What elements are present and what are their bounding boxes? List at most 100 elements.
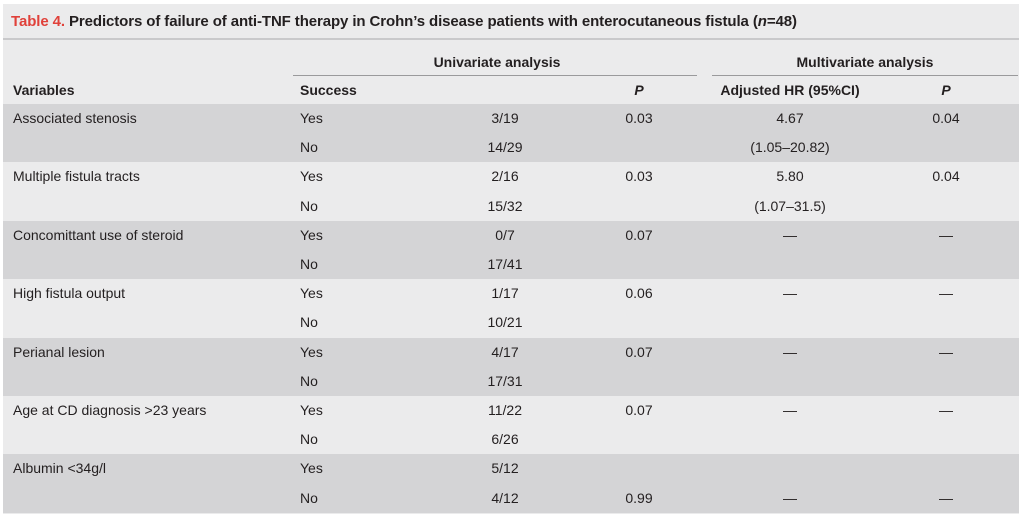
table-row: Associated stenosis Yes 3/19 0.03 4.67 0… xyxy=(3,104,1019,133)
p-univariate-cell xyxy=(589,454,689,483)
ratio-cell: 11/22 xyxy=(488,401,522,418)
table-row-group: Albumin <34g/l Yes 5/12 No 4/12 0.99 — — xyxy=(3,454,1019,513)
variable-cell: Associated stenosis xyxy=(13,110,137,126)
variable-cell: High fistula output xyxy=(13,285,126,302)
table-row: No 14/29 (1.05–20.82) xyxy=(3,133,1019,162)
column-header-success: Success xyxy=(300,82,357,98)
p-univariate-cell xyxy=(589,425,689,454)
table-row-group: Associated stenosis Yes 3/19 0.03 4.67 0… xyxy=(3,104,1019,163)
p-univariate-cell: 0.07 xyxy=(625,343,653,360)
variable-cell: Concomittant use of steroid xyxy=(13,226,184,243)
p-multivariate-cell xyxy=(896,367,996,396)
variable-cell: Age at CD diagnosis >23 years xyxy=(13,401,207,418)
table-title-n: n xyxy=(757,13,767,30)
ratio-cell: 0/7 xyxy=(495,226,515,243)
p-univariate-cell: 0.07 xyxy=(625,226,653,243)
success-cell: Yes xyxy=(300,285,323,302)
adjusted-hr-cell: 5.80 xyxy=(776,168,804,185)
univariate-underline xyxy=(293,75,697,76)
p-multivariate-cell: — xyxy=(939,226,953,243)
success-cell: No xyxy=(300,197,318,214)
p-univariate-cell: 0.03 xyxy=(625,110,653,126)
ratio-cell: 3/19 xyxy=(491,110,519,126)
table-row: No 10/21 xyxy=(3,308,1019,337)
table-panel: Table 4. Predictors of failure of anti-T… xyxy=(3,4,1019,514)
table-row-group: Perianal lesion Yes 4/17 0.07 — — No 17/… xyxy=(3,337,1019,396)
p-univariate-cell xyxy=(589,308,689,337)
table-row: No 17/41 xyxy=(3,250,1019,279)
table-row-group: Concomittant use of steroid Yes 0/7 0.07… xyxy=(3,220,1019,280)
success-cell: Yes xyxy=(300,460,323,477)
ratio-cell: 2/16 xyxy=(491,168,519,185)
adjusted-hr-cell: — xyxy=(783,285,797,302)
ratio-cell: 4/17 xyxy=(491,343,519,360)
table-title-tail: =48) xyxy=(766,13,797,30)
p-multivariate-cell: 0.04 xyxy=(932,110,960,126)
p-univariate-cell: 0.03 xyxy=(625,168,653,185)
p-univariate-cell xyxy=(589,133,689,162)
table-title: Table 4. Predictors of failure of anti-T… xyxy=(3,4,1019,40)
ratio-cell: 15/32 xyxy=(487,197,523,214)
table-body: Associated stenosis Yes 3/19 0.03 4.67 0… xyxy=(3,104,1019,513)
adjusted-hr-cell: (1.05–20.82) xyxy=(750,139,830,156)
table-row-group: Age at CD diagnosis >23 years Yes 11/22 … xyxy=(3,396,1019,454)
p-multivariate-cell xyxy=(896,308,996,337)
adjusted-hr-cell: — xyxy=(783,226,797,243)
success-cell: No xyxy=(300,314,318,331)
adjusted-hr-cell xyxy=(710,367,870,396)
table-row: Albumin <34g/l Yes 5/12 xyxy=(3,454,1019,483)
p-multivariate-cell xyxy=(896,250,996,279)
table-row: No 4/12 0.99 — — xyxy=(3,484,1019,513)
ratio-cell: 14/29 xyxy=(487,139,523,156)
table-row: Perianal lesion Yes 4/17 0.07 — — xyxy=(3,338,1019,367)
p-multivariate-cell: — xyxy=(939,343,953,360)
success-cell: No xyxy=(300,139,318,156)
table-row: Concomittant use of steroid Yes 0/7 0.07… xyxy=(3,221,1019,250)
ratio-cell: 6/26 xyxy=(491,431,519,448)
p-multivariate-cell xyxy=(896,133,996,162)
p-univariate-cell: 0.99 xyxy=(625,489,653,506)
multivariate-group-header: Multivariate analysis xyxy=(796,54,934,70)
table-row: Age at CD diagnosis >23 years Yes 11/22 … xyxy=(3,396,1019,425)
p-multivariate-cell: — xyxy=(939,489,953,506)
ratio-cell: 4/12 xyxy=(491,489,519,506)
adjusted-hr-cell: — xyxy=(783,343,797,360)
column-header-p-univariate: P xyxy=(634,82,644,98)
adjusted-hr-cell: — xyxy=(783,401,797,418)
p-multivariate-cell xyxy=(896,425,996,454)
p-multivariate-cell: 0.04 xyxy=(932,168,960,185)
p-univariate-cell: 0.07 xyxy=(625,401,653,418)
univariate-group-header: Univariate analysis xyxy=(433,54,561,70)
multivariate-underline xyxy=(712,75,1018,76)
variable-cell: Multiple fistula tracts xyxy=(13,168,140,185)
p-univariate-cell xyxy=(589,192,689,221)
p-univariate-cell: 0.06 xyxy=(625,285,653,302)
table-row: Multiple fistula tracts Yes 2/16 0.03 5.… xyxy=(3,162,1019,191)
adjusted-hr-cell xyxy=(710,425,870,454)
ratio-cell: 17/31 xyxy=(487,372,523,389)
table-row: No 17/31 xyxy=(3,367,1019,396)
table-row: No 15/32 (1.07–31.5) xyxy=(3,192,1019,221)
success-cell: Yes xyxy=(300,401,323,418)
ratio-cell: 17/41 xyxy=(487,255,523,272)
table-row-group: Multiple fistula tracts Yes 2/16 0.03 5.… xyxy=(3,162,1019,220)
p-multivariate-cell: — xyxy=(939,401,953,418)
table-row: No 6/26 xyxy=(3,425,1019,454)
success-cell: No xyxy=(300,431,318,448)
success-cell: Yes xyxy=(300,168,323,185)
adjusted-hr-cell xyxy=(710,250,870,279)
p-multivariate-cell xyxy=(896,192,996,221)
adjusted-hr-cell: — xyxy=(783,489,797,506)
adjusted-hr-cell: 4.67 xyxy=(776,110,804,126)
column-header-p-multivariate: P xyxy=(941,82,951,98)
variable-cell: Perianal lesion xyxy=(13,343,105,360)
column-header-adjusted-hr: Adjusted HR (95%CI) xyxy=(720,82,860,98)
success-cell: Yes xyxy=(300,110,323,126)
adjusted-hr-cell xyxy=(710,454,870,483)
p-multivariate-cell: — xyxy=(939,285,953,302)
success-cell: No xyxy=(300,372,318,389)
ratio-cell: 10/21 xyxy=(487,314,523,331)
ratio-cell: 1/17 xyxy=(491,285,519,302)
adjusted-hr-cell xyxy=(710,308,870,337)
adjusted-hr-cell: (1.07–31.5) xyxy=(754,197,826,214)
